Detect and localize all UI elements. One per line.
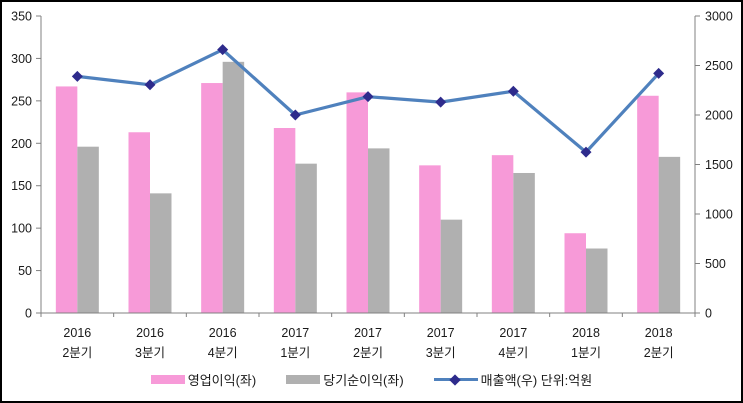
- right-axis-tick-label: 3000: [705, 10, 733, 24]
- category-label-year: 2017: [354, 326, 382, 340]
- right-axis-tick-label: 2000: [705, 109, 733, 123]
- category-label-quarter: 4분기: [208, 346, 238, 360]
- revenue-marker-7: [580, 146, 592, 158]
- category-label-quarter: 2분기: [62, 346, 92, 360]
- category-label-year: 2016: [136, 326, 164, 340]
- legend-item-net-profit: 당기순이익(좌): [286, 370, 404, 389]
- category-label-year: 2016: [209, 326, 237, 340]
- right-axis-tick-label: 1500: [705, 158, 733, 172]
- category-label-year: 2016: [63, 326, 91, 340]
- category-label-quarter: 4분기: [498, 346, 528, 360]
- net-profit-swatch: [286, 375, 321, 384]
- category-label-quarter: 2분기: [644, 346, 674, 360]
- revenue-marker-2: [217, 44, 229, 56]
- bar-operating-profit-8: [637, 95, 659, 313]
- bar-net-profit-4: [368, 148, 390, 313]
- bar-net-profit-7: [586, 248, 608, 313]
- legend-item-revenue: 매출액(우) 단위:억원: [433, 370, 593, 389]
- bar-operating-profit-4: [346, 92, 368, 313]
- category-label-quarter: 3분기: [426, 346, 456, 360]
- category-label-quarter: 2분기: [353, 346, 383, 360]
- chart-legend: 영업이익(좌) 당기순이익(좌) 매출액(우) 단위:억원: [2, 370, 741, 389]
- legend-label-revenue: 매출액(우) 단위:억원: [480, 373, 593, 388]
- right-axis-tick-label: 2500: [705, 59, 733, 73]
- bar-operating-profit-6: [491, 155, 514, 313]
- right-axis-tick-label: 1000: [705, 208, 733, 222]
- legend-label-operating-profit: 영업이익(좌): [187, 373, 257, 388]
- category-label-year: 2018: [645, 326, 673, 340]
- bar-net-profit-2: [222, 61, 245, 313]
- left-axis-tick-label: 150: [11, 179, 32, 193]
- revenue-marker-8: [653, 67, 665, 79]
- left-axis-tick-label: 350: [11, 10, 32, 24]
- category-label-quarter: 3분기: [135, 346, 165, 360]
- left-axis-tick-label: 300: [11, 52, 32, 66]
- category-label-year: 2017: [281, 326, 309, 340]
- revenue-marker-3: [289, 109, 301, 121]
- category-label-year: 2018: [572, 326, 600, 340]
- legend-label-net-profit: 당기순이익(좌): [323, 373, 404, 388]
- revenue-marker-0: [71, 70, 83, 82]
- bar-operating-profit-5: [419, 165, 441, 313]
- bar-net-profit-8: [658, 156, 681, 313]
- bar-operating-profit-7: [564, 233, 586, 313]
- bar-net-profit-3: [295, 163, 317, 313]
- left-axis-tick-label: 0: [25, 307, 32, 321]
- bar-operating-profit-0: [55, 86, 78, 313]
- revenue-marker-4: [362, 91, 374, 103]
- diamond-marker-icon: [448, 373, 461, 386]
- category-label-quarter: 1분기: [571, 346, 601, 360]
- legend-item-operating-profit: 영업이익(좌): [150, 370, 257, 389]
- bar-net-profit-6: [513, 172, 535, 313]
- revenue-marker-1: [144, 79, 156, 91]
- operating-profit-swatch: [150, 375, 185, 384]
- left-axis-tick-label: 50: [18, 264, 32, 278]
- category-label-quarter: 1분기: [280, 346, 310, 360]
- revenue-marker-6: [507, 85, 519, 97]
- category-label-year: 2017: [499, 326, 527, 340]
- bar-net-profit-1: [150, 193, 172, 313]
- left-axis-tick-label: 100: [11, 222, 32, 236]
- bar-operating-profit-3: [273, 128, 296, 313]
- left-axis-tick-label: 250: [11, 94, 32, 108]
- bar-operating-profit-1: [128, 132, 150, 313]
- right-axis-tick-label: 0: [705, 307, 712, 321]
- bar-operating-profit-2: [201, 83, 223, 313]
- bar-net-profit-5: [440, 219, 463, 313]
- revenue-marker-5: [435, 96, 447, 108]
- category-label-year: 2017: [427, 326, 455, 340]
- left-axis-tick-label: 200: [11, 137, 32, 151]
- bar-net-profit-0: [77, 146, 99, 313]
- revenue-line-swatch: [433, 373, 478, 386]
- right-axis-tick-label: 500: [705, 257, 726, 271]
